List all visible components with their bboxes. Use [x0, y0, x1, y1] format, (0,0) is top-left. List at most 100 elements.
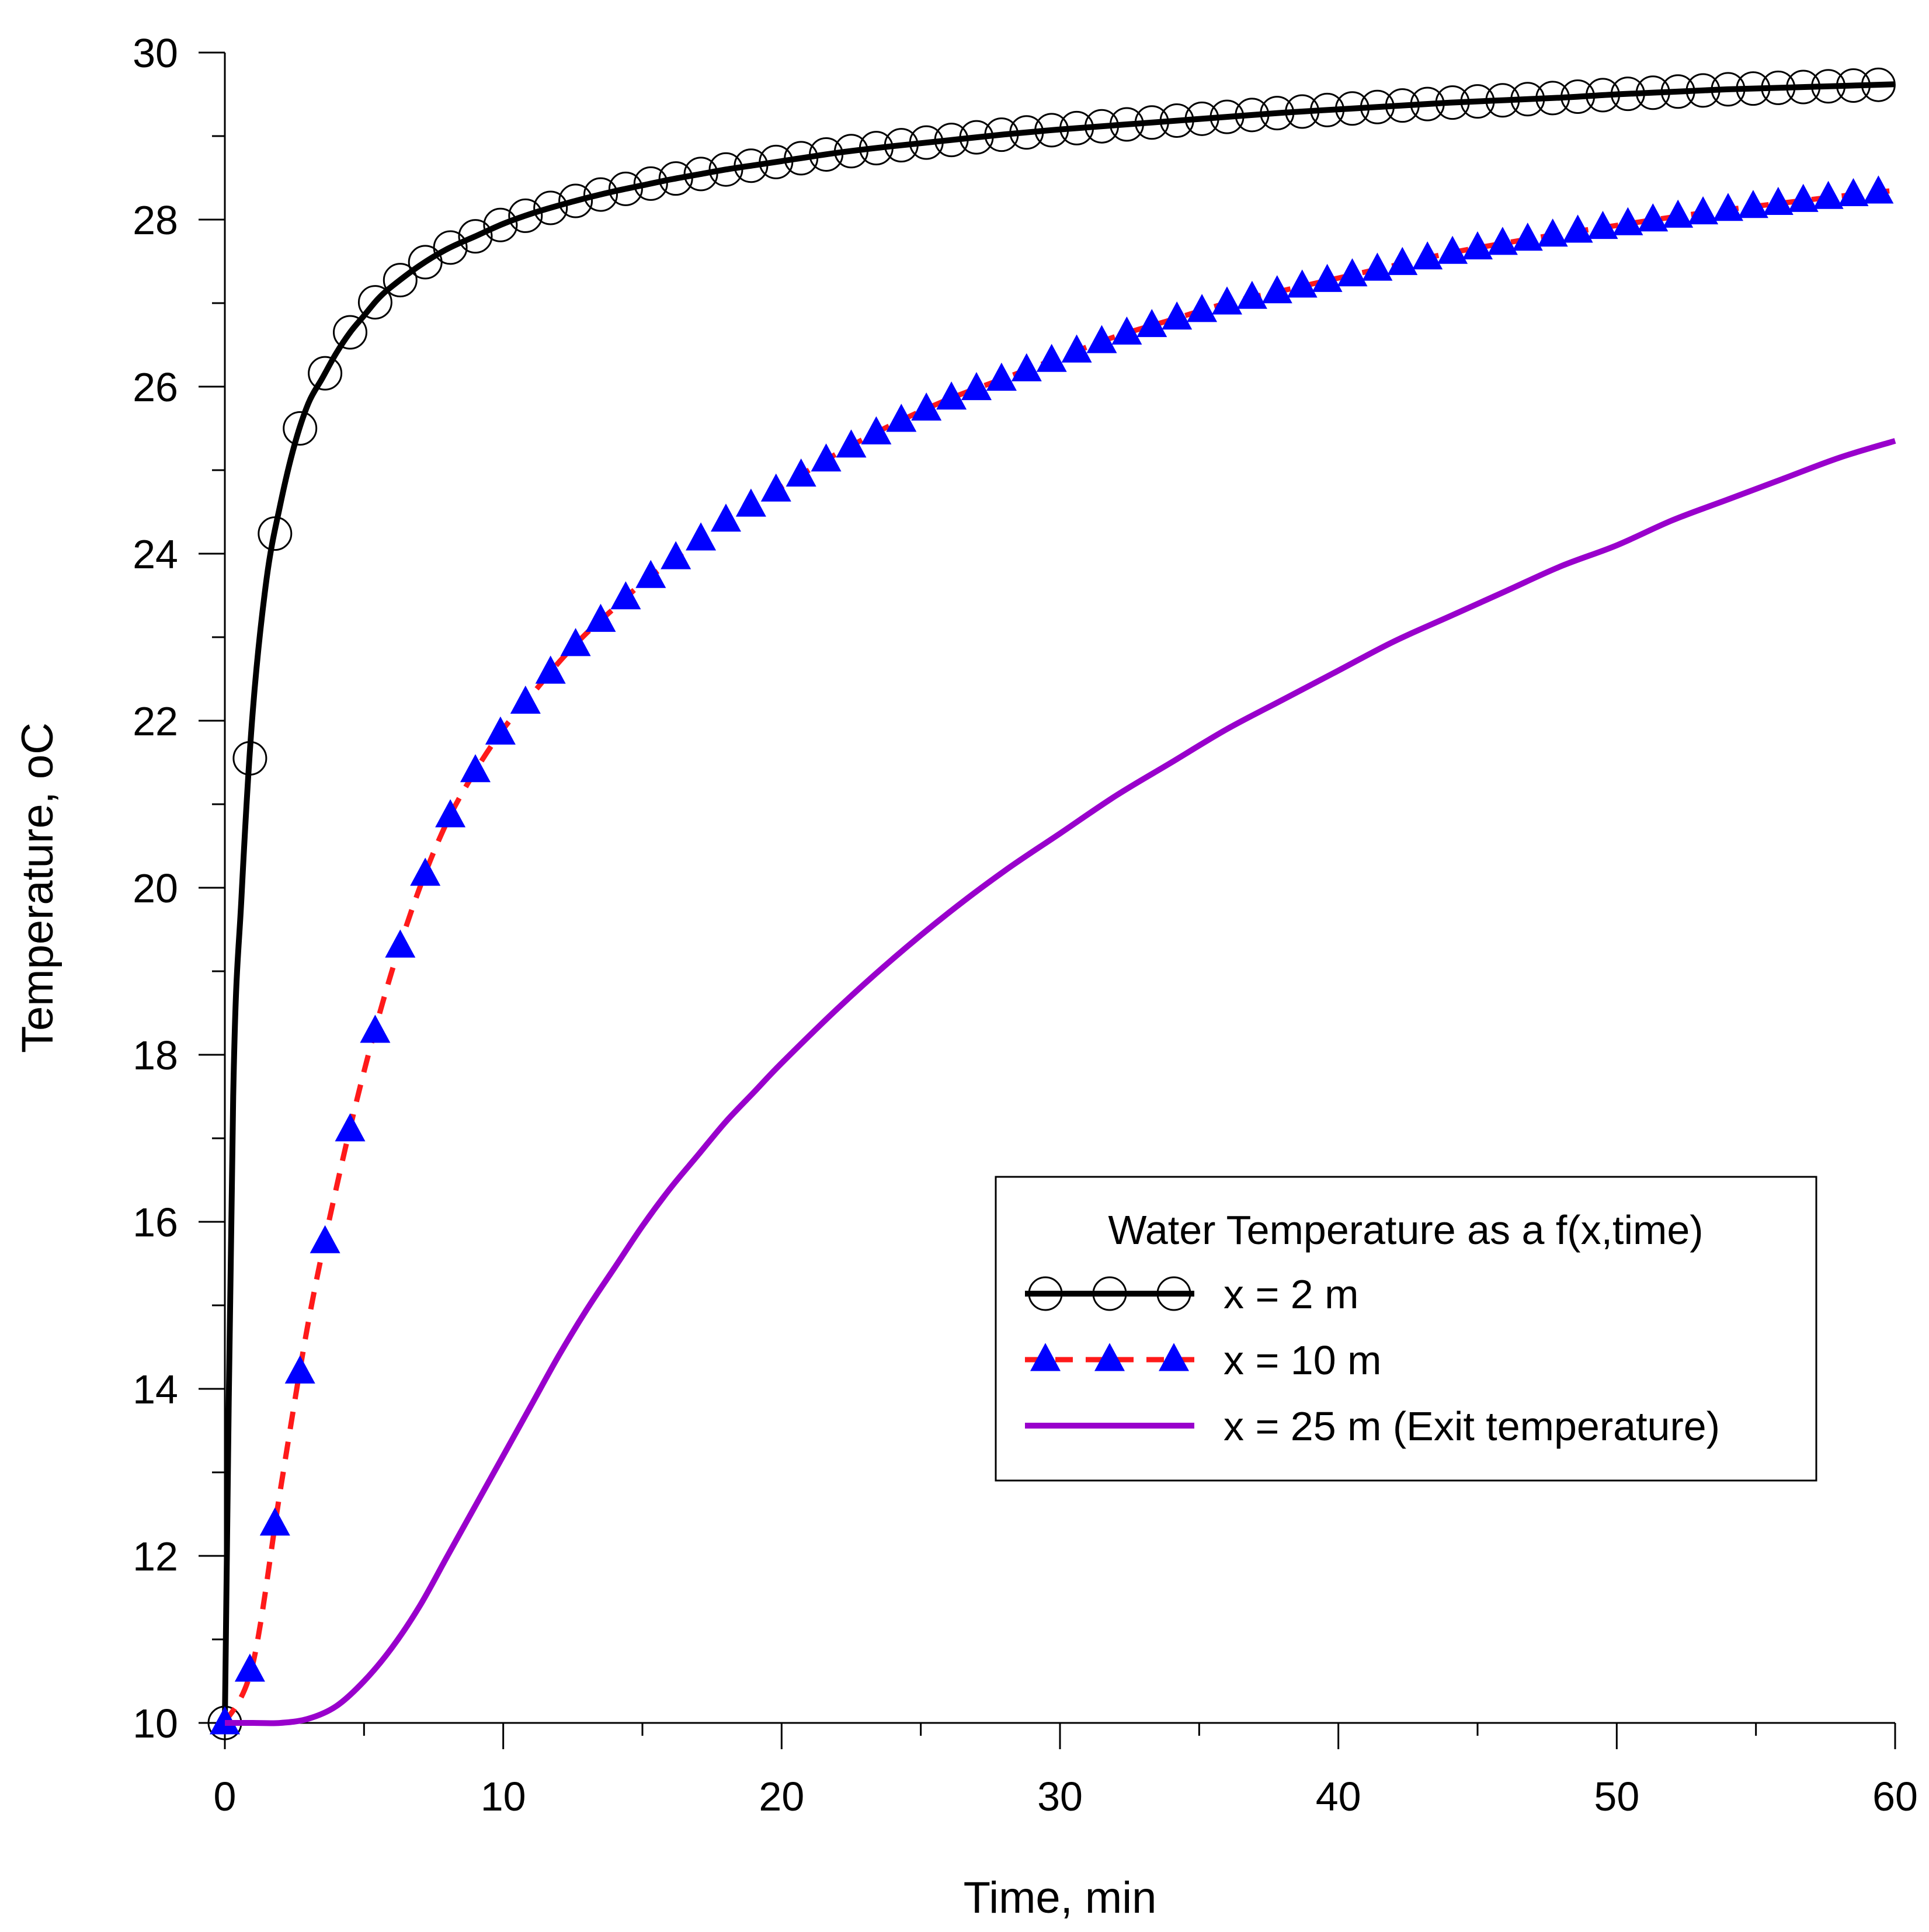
data-point-marker — [658, 161, 693, 196]
data-point-marker — [535, 655, 566, 684]
data-point-marker — [1009, 115, 1044, 150]
axes: 10 12 14 16 18 20 22 24 26 28 30 0 10 20 30 40 50 60 — [133, 30, 1918, 1819]
data-point-marker — [308, 356, 343, 391]
y-axis-title-text: Temperature, — [13, 779, 62, 1053]
data-point-marker — [1312, 263, 1343, 292]
data-point-marker — [1510, 82, 1545, 117]
data-point-marker — [284, 1355, 315, 1384]
data-point-marker — [1560, 79, 1596, 114]
data-point-marker — [811, 443, 842, 472]
data-point-marker — [1212, 286, 1242, 315]
data-point-marker — [1586, 78, 1620, 113]
data-point-marker — [1159, 1343, 1189, 1371]
data-point-marker — [558, 183, 593, 218]
data-point-marker — [1535, 81, 1570, 116]
data-point-marker — [1092, 1276, 1127, 1311]
data-point-marker — [683, 157, 718, 192]
data-point-marker — [232, 741, 267, 776]
data-point-marker — [1209, 99, 1245, 134]
legend-entry-1: x = 2 m — [1025, 1271, 1358, 1317]
data-point-marker — [1187, 294, 1218, 322]
data-point-marker — [1162, 301, 1193, 330]
data-point-marker — [1136, 309, 1167, 338]
data-point-marker — [661, 541, 691, 569]
data-point-marker — [886, 404, 917, 432]
data-point-marker — [234, 1653, 265, 1682]
data-point-marker — [836, 429, 867, 458]
legend-entry-2: x = 10 m — [1025, 1337, 1381, 1383]
data-point-marker — [884, 128, 919, 163]
x-tick-label: 10 — [481, 1774, 526, 1819]
data-point-marker — [708, 152, 743, 187]
data-point-marker — [1537, 218, 1568, 247]
series-2 — [210, 175, 1896, 1735]
data-point-marker — [310, 1225, 340, 1253]
data-point-marker — [760, 473, 791, 502]
data-point-marker — [1335, 91, 1370, 126]
x-tick-label: 0 — [214, 1774, 237, 1819]
data-point-marker — [458, 219, 493, 254]
data-point-marker — [508, 198, 543, 233]
data-point-marker — [911, 392, 942, 421]
data-point-marker — [1028, 1276, 1063, 1311]
data-point-marker — [1761, 70, 1796, 105]
data-point-marker — [1736, 71, 1771, 106]
data-point-marker — [1813, 180, 1844, 209]
data-point-marker — [711, 503, 741, 532]
data-point-marker — [1287, 269, 1318, 298]
legend-label: x = 10 m — [1224, 1337, 1381, 1383]
data-point-marker — [283, 411, 318, 446]
data-point-marker — [1134, 105, 1169, 140]
data-point-marker — [485, 716, 516, 745]
data-point-marker — [1788, 183, 1819, 212]
data-point-marker — [686, 522, 717, 551]
y-tick-label: 22 — [133, 699, 178, 744]
y-tick-label: 20 — [133, 866, 178, 911]
data-point-marker — [1685, 73, 1721, 108]
data-point-marker — [360, 1014, 391, 1043]
data-point-marker — [1310, 92, 1345, 127]
data-point-marker — [1111, 316, 1142, 345]
data-point-marker — [735, 488, 766, 517]
data-point-marker — [909, 125, 944, 160]
legend-title: Water Temperature as a f(x,time) — [1108, 1207, 1703, 1253]
data-point-marker — [1512, 223, 1543, 251]
data-point-marker — [959, 120, 994, 155]
data-point-marker — [460, 754, 491, 783]
data-point-marker — [258, 516, 293, 551]
data-point-marker — [1437, 235, 1468, 264]
data-point-marker — [1061, 334, 1092, 363]
y-axis-title-unit: oC — [13, 722, 62, 779]
data-point-marker — [1337, 258, 1368, 287]
y-ticks: 10 12 14 16 18 20 22 24 26 28 30 — [133, 30, 225, 1746]
data-point-marker — [936, 381, 967, 410]
legend-box — [995, 1176, 1817, 1482]
data-point-marker — [984, 117, 1019, 152]
data-point-marker — [1410, 86, 1445, 121]
data-point-marker — [934, 123, 969, 158]
legend-entry-3: x = 25 m (Exit temperature) — [1025, 1403, 1720, 1449]
data-point-marker — [961, 372, 992, 401]
data-point-marker — [483, 207, 518, 242]
data-point-marker — [859, 131, 894, 166]
data-point-marker — [1811, 69, 1846, 104]
data-point-marker — [1156, 1276, 1191, 1311]
y-tick-label: 30 — [133, 30, 178, 76]
data-point-marker — [1660, 74, 1695, 109]
data-point-marker — [560, 628, 591, 656]
y-axis-title: Temperature, oC — [13, 722, 62, 1053]
data-point-marker — [1360, 89, 1395, 124]
data-point-marker — [1059, 110, 1094, 145]
data-point-marker — [385, 929, 416, 958]
data-point-marker — [585, 603, 616, 632]
series-1 — [207, 67, 1896, 1740]
data-point-marker — [1261, 275, 1292, 304]
data-point-marker — [383, 263, 418, 298]
data-point-marker — [1385, 88, 1420, 123]
data-point-marker — [784, 141, 819, 176]
legend-entries: x = 2 m x = 10 m x = 25 m (Exit temperatur… — [1025, 1271, 1720, 1449]
y-tick-label: 18 — [133, 1033, 178, 1078]
data-point-marker — [1236, 280, 1267, 309]
data-point-marker — [1836, 68, 1871, 103]
